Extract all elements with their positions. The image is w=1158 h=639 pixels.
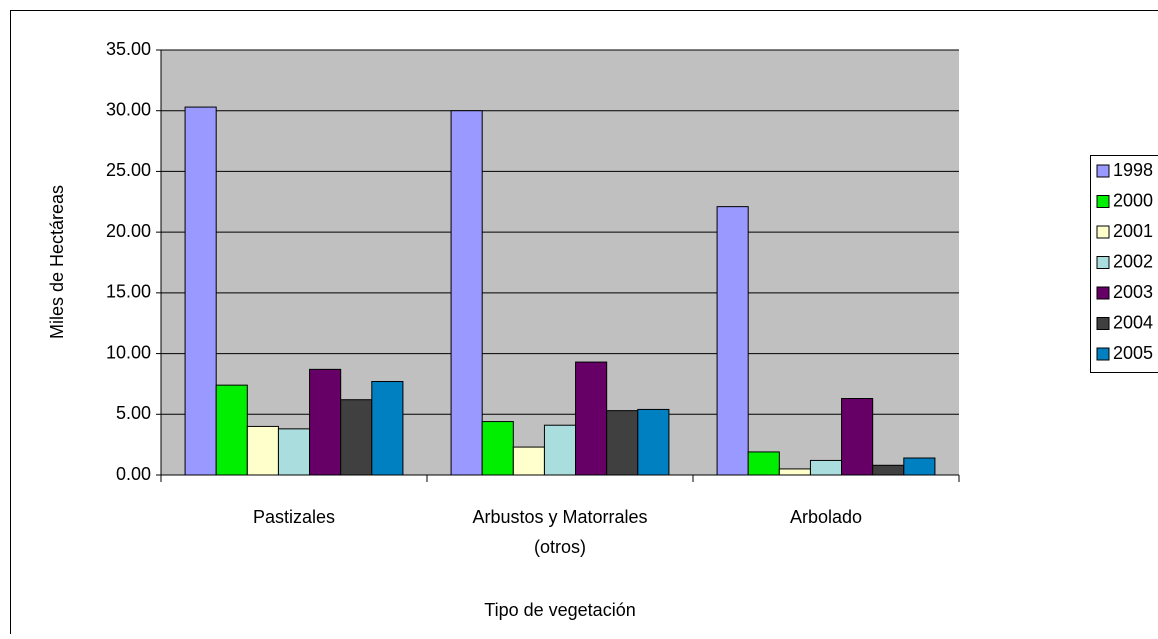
bar (451, 111, 482, 475)
bar (185, 107, 216, 475)
bar (842, 399, 873, 476)
bar (717, 207, 748, 475)
y-tick-label: 20.00 (106, 221, 151, 241)
bar (544, 425, 575, 475)
y-tick-label: 5.00 (116, 403, 151, 423)
x-tick-label: Arbolado (711, 502, 941, 532)
y-tick-label: 35.00 (106, 39, 151, 59)
y-tick-label: 15.00 (106, 282, 151, 302)
legend-label: 2005 (1113, 343, 1153, 363)
bar (372, 382, 403, 476)
legend-label: 2001 (1113, 221, 1153, 241)
y-tick-label: 0.00 (116, 464, 151, 484)
bar (873, 465, 904, 475)
bar (748, 452, 779, 475)
x-tick-label: Pastizales (179, 502, 409, 532)
bar (904, 458, 935, 475)
legend-swatch (1097, 196, 1109, 208)
bar (216, 385, 247, 475)
legend-label: 2003 (1113, 282, 1153, 302)
x-tick-label-box: Pastizales (161, 502, 427, 572)
legend-swatch (1097, 226, 1109, 238)
legend-swatch (1097, 287, 1109, 299)
legend-label: 2000 (1113, 190, 1153, 210)
bar (810, 460, 841, 475)
legend-swatch (1097, 348, 1109, 360)
x-axis-title: Tipo de vegetación (484, 600, 635, 620)
bar (278, 429, 309, 475)
legend-label: 2004 (1113, 312, 1153, 332)
y-tick-label: 10.00 (106, 342, 151, 362)
legend-swatch (1097, 257, 1109, 269)
bar (341, 400, 372, 475)
legend-swatch (1097, 165, 1109, 177)
bar (513, 447, 544, 475)
y-tick-label: 25.00 (106, 160, 151, 180)
y-axis-title: Miles de Hectáreas (47, 185, 67, 339)
x-tick-label-box: Arbolado (693, 502, 959, 572)
plot-area (161, 50, 959, 475)
legend-label: 2002 (1113, 251, 1153, 271)
bar (247, 426, 278, 475)
legend-label: 1998 (1113, 160, 1153, 180)
y-tick-label: 30.00 (106, 99, 151, 119)
bar (576, 362, 607, 475)
legend-swatch (1097, 318, 1109, 330)
bar (607, 411, 638, 475)
bar (638, 409, 669, 475)
x-tick-label: Arbustos y Matorrales (otros) (445, 502, 675, 562)
bar (482, 422, 513, 475)
bar (310, 369, 341, 475)
bar (779, 469, 810, 475)
x-tick-label-box: Arbustos y Matorrales (otros) (427, 502, 693, 572)
